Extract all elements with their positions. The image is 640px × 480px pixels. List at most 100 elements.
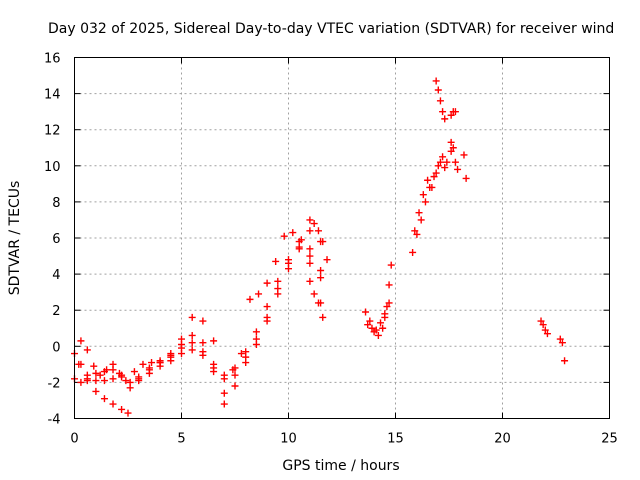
data-point [319,313,327,321]
data-point [231,382,239,390]
data-point [252,328,260,336]
data-point [434,86,442,94]
y-axis-label: SDTVAR / TECUs [7,181,23,296]
y-tick-label: 8 [52,196,60,211]
data-points [71,77,569,417]
data-point [372,326,380,334]
series-track-j [411,158,449,235]
x-tick-label: 15 [387,432,404,447]
data-point [263,317,271,325]
data-point [374,331,382,339]
data-point [419,191,427,199]
data-point [451,108,459,116]
x-tick-label: 5 [177,432,185,447]
data-point [188,331,196,339]
y-tick-label: 2 [52,304,60,319]
y-tick-label: 10 [44,160,61,175]
data-point [103,366,111,374]
data-point [381,310,389,318]
y-tick-label: 16 [44,52,61,67]
data-point [246,295,254,303]
data-point [306,252,314,260]
x-tick-label: 25 [601,432,618,447]
data-point [130,368,138,376]
data-point [109,400,117,408]
data-point [285,265,292,273]
data-point [377,319,385,327]
data-point [449,144,457,152]
y-tick-label: 14 [44,88,61,103]
data-point [75,360,83,368]
data-point [274,277,282,285]
data-point [443,158,451,166]
data-point [126,384,134,392]
data-point [424,176,432,184]
data-point [237,350,245,358]
data-point [537,317,545,325]
data-point [415,209,423,217]
data-point [441,115,449,123]
data-point [385,299,393,307]
grid-lines [74,57,610,419]
data-point [441,164,449,172]
data-point [90,362,98,370]
data-point [543,330,551,338]
data-point [319,238,327,246]
data-point [306,216,314,224]
data-point [199,348,207,356]
data-point [306,227,314,235]
data-point [255,290,263,298]
series-track-o [537,317,551,338]
series-track-a [71,243,325,386]
data-point [317,274,325,282]
data-point [92,369,100,377]
data-point [199,339,207,347]
data-point [199,317,207,325]
data-point [413,230,421,238]
data-point [83,346,91,354]
data-point [454,165,462,173]
data-point [362,308,370,316]
series-track-b [71,238,325,397]
series-track-g [362,261,395,339]
data-point [383,303,391,311]
data-point [447,138,455,146]
data-point [541,326,549,334]
data-point [188,346,196,354]
data-point [252,340,260,348]
data-point [231,371,239,379]
y-tick-label: -4 [48,413,61,428]
data-point [242,359,250,367]
data-point [439,153,447,161]
data-point [280,232,288,240]
data-point [447,147,455,155]
series-track-n [460,151,470,182]
data-point [317,266,325,274]
data-point [145,364,153,372]
x-axis-label: GPS time / hours [282,458,399,474]
data-point [428,183,436,191]
data-point [188,339,196,347]
data-point [77,337,85,345]
data-point [100,395,108,403]
data-point [385,281,393,289]
series-track-d [77,227,325,385]
data-point [92,377,100,385]
data-point [96,371,104,379]
data-point [297,236,305,244]
data-point [77,378,85,386]
data-point [436,97,444,105]
data-point [447,111,455,119]
data-point [460,151,468,159]
series-track-m [447,138,462,173]
data-point [122,377,130,385]
data-point [439,108,447,116]
data-point [409,248,417,256]
data-point [310,220,318,228]
x-tick-label: 10 [280,432,297,447]
data-point [387,261,395,269]
data-point [558,339,566,347]
data-point [135,373,143,381]
series-track-p [556,335,569,365]
